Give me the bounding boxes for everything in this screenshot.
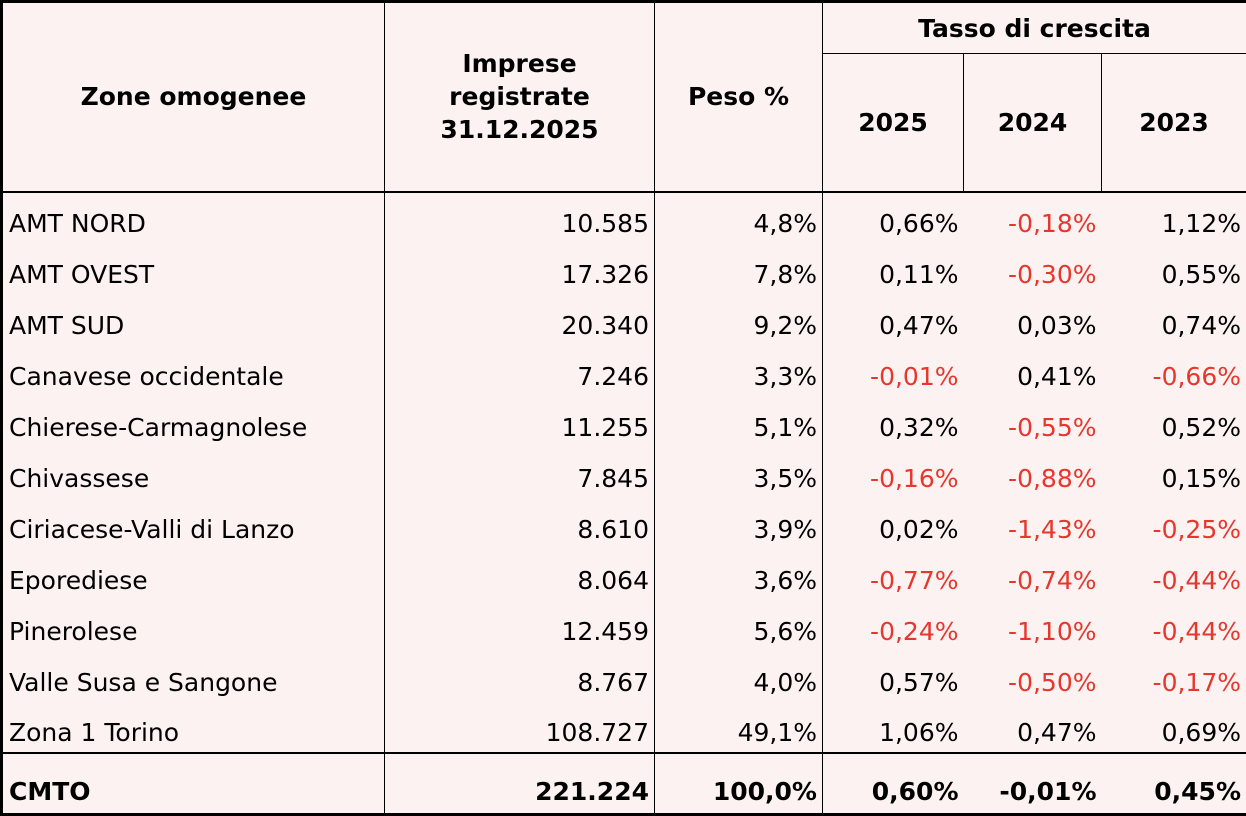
total-rate-2025-cell: 0,60% xyxy=(823,753,964,815)
zone-cell: AMT SUD xyxy=(2,294,385,345)
table-row: Canavese occidentale 7.246 3,3% -0,01% 0… xyxy=(2,345,1246,396)
rate-2025-cell: -0,16% xyxy=(823,447,964,498)
col-header-zone: Zone omogenee xyxy=(2,2,385,192)
zone-cell: AMT OVEST xyxy=(2,243,385,294)
rate-2024-cell: -0,30% xyxy=(964,243,1102,294)
table-row: AMT NORD 10.585 4,8% 0,66% -0,18% 1,12% xyxy=(2,192,1246,243)
col-header-peso: Peso % xyxy=(655,2,823,192)
table-row: Valle Susa e Sangone 8.767 4,0% 0,57% -0… xyxy=(2,651,1246,702)
imprese-cell: 8.064 xyxy=(385,549,655,600)
zone-cell: Pinerolese xyxy=(2,600,385,651)
zone-cell: Chivassese xyxy=(2,447,385,498)
rate-2023-cell: -0,44% xyxy=(1102,549,1246,600)
col-header-year-2023: 2023 xyxy=(1102,54,1246,192)
total-rate-2023-cell: 0,45% xyxy=(1102,753,1246,815)
header-row-main: Zone omogenee Imprese registrate 31.12.2… xyxy=(2,2,1246,54)
table-row: Eporediese 8.064 3,6% -0,77% -0,74% -0,4… xyxy=(2,549,1246,600)
rate-2023-cell: 0,52% xyxy=(1102,396,1246,447)
table-row: Zona 1 Torino 108.727 49,1% 1,06% 0,47% … xyxy=(2,702,1246,753)
peso-cell: 3,5% xyxy=(655,447,823,498)
imprese-cell: 17.326 xyxy=(385,243,655,294)
rate-2024-cell: -1,43% xyxy=(964,498,1102,549)
rate-2023-cell: 0,69% xyxy=(1102,702,1246,753)
zone-cell: Canavese occidentale xyxy=(2,345,385,396)
peso-cell: 3,9% xyxy=(655,498,823,549)
rate-2023-cell: -0,17% xyxy=(1102,651,1246,702)
peso-cell: 5,6% xyxy=(655,600,823,651)
rate-2023-cell: 0,15% xyxy=(1102,447,1246,498)
rate-2023-cell: 0,74% xyxy=(1102,294,1246,345)
rate-2024-cell: 0,41% xyxy=(964,345,1102,396)
total-rate-2024-cell: -0,01% xyxy=(964,753,1102,815)
rate-2023-cell: -0,25% xyxy=(1102,498,1246,549)
imprese-cell: 8.767 xyxy=(385,651,655,702)
rate-2025-cell: 0,11% xyxy=(823,243,964,294)
rate-2024-cell: -0,50% xyxy=(964,651,1102,702)
total-row: CMTO 221.224 100,0% 0,60% -0,01% 0,45% xyxy=(2,753,1246,815)
rate-2025-cell: 1,06% xyxy=(823,702,964,753)
imprese-cell: 7.845 xyxy=(385,447,655,498)
col-header-year-2024: 2024 xyxy=(964,54,1102,192)
rate-2024-cell: 0,47% xyxy=(964,702,1102,753)
imprese-cell: 10.585 xyxy=(385,192,655,243)
imprese-cell: 7.246 xyxy=(385,345,655,396)
zone-cell: Chierese-Carmagnolese xyxy=(2,396,385,447)
peso-cell: 3,6% xyxy=(655,549,823,600)
rate-2023-cell: -0,66% xyxy=(1102,345,1246,396)
rate-2025-cell: 0,66% xyxy=(823,192,964,243)
rate-2025-cell: -0,24% xyxy=(823,600,964,651)
rate-2023-cell: -0,44% xyxy=(1102,600,1246,651)
imprese-cell: 20.340 xyxy=(385,294,655,345)
rate-2025-cell: 0,02% xyxy=(823,498,964,549)
col-header-imprese: Imprese registrate 31.12.2025 xyxy=(385,2,655,192)
rate-2025-cell: -0,01% xyxy=(823,345,964,396)
table-row: Ciriacese-Valli di Lanzo 8.610 3,9% 0,02… xyxy=(2,498,1246,549)
peso-cell: 4,8% xyxy=(655,192,823,243)
table-row: AMT SUD 20.340 9,2% 0,47% 0,03% 0,74% xyxy=(2,294,1246,345)
rate-2024-cell: -0,88% xyxy=(964,447,1102,498)
peso-cell: 7,8% xyxy=(655,243,823,294)
table-row: Chierese-Carmagnolese 11.255 5,1% 0,32% … xyxy=(2,396,1246,447)
zone-cell: Ciriacese-Valli di Lanzo xyxy=(2,498,385,549)
total-peso-cell: 100,0% xyxy=(655,753,823,815)
imprese-cell: 11.255 xyxy=(385,396,655,447)
rate-2024-cell: 0,03% xyxy=(964,294,1102,345)
peso-cell: 4,0% xyxy=(655,651,823,702)
zone-cell: Valle Susa e Sangone xyxy=(2,651,385,702)
col-header-year-2025: 2025 xyxy=(823,54,964,192)
rate-2024-cell: -0,74% xyxy=(964,549,1102,600)
col-header-tasso-di-crescita: Tasso di crescita xyxy=(823,2,1246,54)
table-row: Pinerolese 12.459 5,6% -0,24% -1,10% -0,… xyxy=(2,600,1246,651)
rate-2024-cell: -0,18% xyxy=(964,192,1102,243)
total-label-cell: CMTO xyxy=(2,753,385,815)
table-row: AMT OVEST 17.326 7,8% 0,11% -0,30% 0,55% xyxy=(2,243,1246,294)
table-row: Chivassese 7.845 3,5% -0,16% -0,88% 0,15… xyxy=(2,447,1246,498)
rate-2023-cell: 1,12% xyxy=(1102,192,1246,243)
rate-2025-cell: -0,77% xyxy=(823,549,964,600)
total-imprese-cell: 221.224 xyxy=(385,753,655,815)
imprese-cell: 8.610 xyxy=(385,498,655,549)
rate-2025-cell: 0,32% xyxy=(823,396,964,447)
imprese-cell: 108.727 xyxy=(385,702,655,753)
zone-cell: Eporediese xyxy=(2,549,385,600)
rate-2024-cell: -1,10% xyxy=(964,600,1102,651)
rate-2025-cell: 0,47% xyxy=(823,294,964,345)
peso-cell: 9,2% xyxy=(655,294,823,345)
zone-cell: AMT NORD xyxy=(2,192,385,243)
rate-2025-cell: 0,57% xyxy=(823,651,964,702)
imprese-cell: 12.459 xyxy=(385,600,655,651)
rate-2024-cell: -0,55% xyxy=(964,396,1102,447)
rate-2023-cell: 0,55% xyxy=(1102,243,1246,294)
peso-cell: 49,1% xyxy=(655,702,823,753)
zone-cell: Zona 1 Torino xyxy=(2,702,385,753)
peso-cell: 5,1% xyxy=(655,396,823,447)
peso-cell: 3,3% xyxy=(655,345,823,396)
